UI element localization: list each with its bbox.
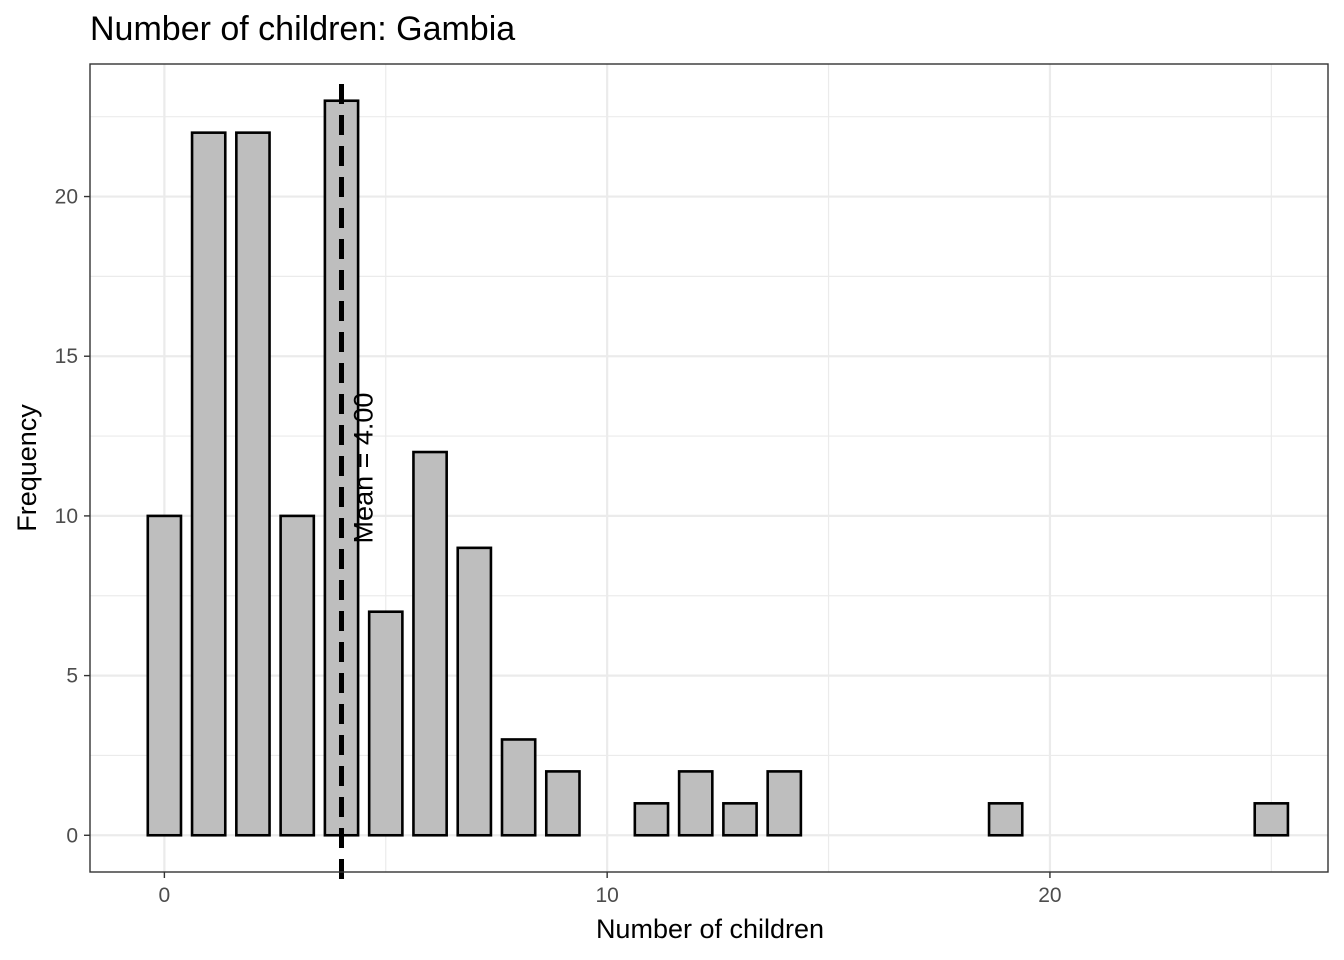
bar [987, 802, 1024, 837]
x-tick-label: 0 [159, 884, 171, 907]
bar [500, 738, 537, 837]
y-tick-label: 5 [66, 665, 78, 688]
bar [146, 514, 183, 837]
x-tick-label: 10 [595, 884, 618, 907]
y-tick-label: 15 [55, 345, 78, 368]
y-axis-title: Frequency [12, 404, 42, 532]
y-axis: 0 5 10 15 20 [55, 186, 90, 847]
bar [279, 514, 316, 837]
y-tick-label: 0 [66, 824, 78, 847]
bar [235, 131, 271, 837]
chart-title: Number of children: Gambia [90, 10, 515, 48]
bar [190, 131, 227, 837]
bar [633, 802, 670, 837]
bar [766, 770, 803, 837]
bar [722, 802, 758, 837]
y-tick-label: 10 [55, 505, 78, 528]
mean-label: Mean = 4.00 [348, 393, 378, 544]
bars [146, 99, 1290, 837]
x-axis: 0 10 20 [159, 872, 1062, 907]
x-tick-label: 20 [1038, 884, 1061, 907]
panel-border [89, 63, 1329, 873]
x-axis-title: Number of children [596, 914, 824, 944]
bar [544, 770, 581, 837]
bar [1253, 802, 1290, 837]
bar [367, 610, 404, 837]
bar [412, 450, 448, 837]
plot-panel [90, 64, 1328, 872]
bar [677, 770, 714, 837]
y-tick-label: 20 [55, 186, 78, 209]
bar [456, 546, 493, 837]
